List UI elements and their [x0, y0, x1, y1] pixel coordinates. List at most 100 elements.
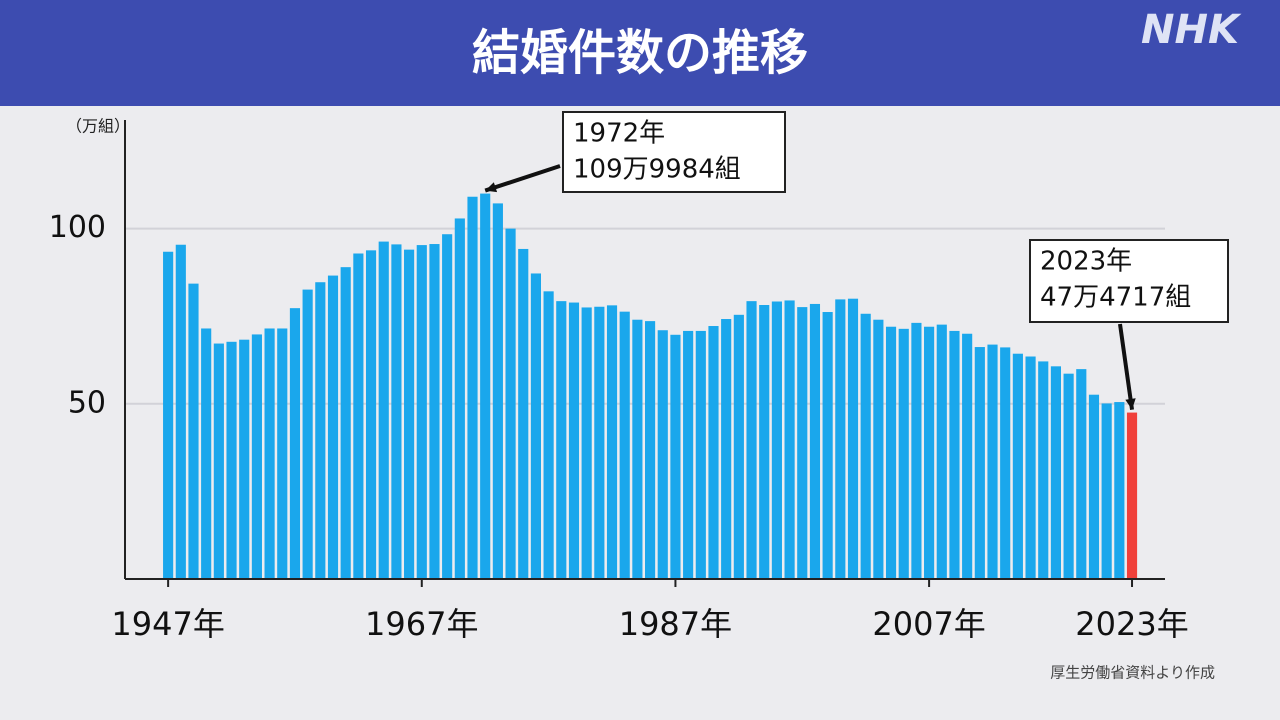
- bar: [264, 328, 275, 579]
- bar: [822, 312, 833, 579]
- bar: [302, 289, 313, 579]
- annotation-box: [1029, 239, 1229, 323]
- bar: [1012, 353, 1023, 579]
- bar: [1126, 412, 1138, 579]
- bar: [518, 248, 529, 579]
- chart-title: 結婚件数の推移: [472, 25, 808, 81]
- bar: [543, 291, 554, 579]
- bar: [759, 305, 770, 579]
- bar: [847, 298, 859, 579]
- bar: [340, 267, 351, 579]
- bar: [239, 339, 250, 579]
- bar: [721, 319, 732, 579]
- bar: [378, 241, 389, 579]
- bar: [568, 302, 580, 579]
- y-tick-label: 50: [68, 385, 106, 420]
- bar: [404, 249, 415, 579]
- bar: [797, 307, 808, 579]
- bar: [289, 308, 301, 579]
- logo: NHK: [1141, 7, 1242, 53]
- bar: [784, 300, 795, 579]
- bar: [974, 347, 985, 579]
- bar: [1050, 366, 1061, 579]
- bar: [708, 326, 719, 579]
- bar: [505, 228, 516, 579]
- annotation-text: 1972年: [573, 119, 665, 149]
- bar: [619, 311, 630, 579]
- bar: [670, 334, 681, 579]
- bar: [277, 328, 288, 579]
- bar: [771, 301, 782, 579]
- x-tick-label: 2023年: [1075, 605, 1188, 643]
- bar: [606, 305, 618, 579]
- bar: [327, 275, 339, 579]
- bar: [201, 328, 212, 579]
- bar: [365, 250, 377, 579]
- bar: [809, 303, 821, 579]
- bar: [1000, 347, 1011, 579]
- bar: [733, 314, 744, 579]
- bar: [480, 193, 491, 580]
- bar: [251, 334, 262, 579]
- bar: [1088, 394, 1100, 579]
- bar: [530, 273, 541, 579]
- bar: [645, 321, 656, 579]
- bar: [492, 203, 503, 579]
- bar: [1114, 402, 1125, 579]
- bar: [213, 343, 224, 579]
- annotation-arrow: [1118, 323, 1135, 410]
- bar: [1076, 369, 1087, 579]
- bar: [835, 299, 846, 579]
- bar: [556, 301, 567, 579]
- y-tick-label: 100: [49, 210, 106, 245]
- annotation-arrowhead: [1125, 398, 1136, 410]
- bar: [454, 218, 465, 579]
- x-tick-label: 1967年: [365, 605, 478, 643]
- bar: [315, 282, 326, 579]
- bar: [949, 330, 960, 579]
- header-band: [0, 0, 1280, 106]
- bar: [1025, 356, 1036, 579]
- annotation-arrow: [484, 164, 561, 193]
- x-tick-label: 1947年: [111, 605, 224, 643]
- y-axis-label: （万組）: [66, 117, 130, 136]
- x-tick-label: 1987年: [619, 605, 732, 643]
- bar: [429, 244, 440, 580]
- bar: [632, 319, 643, 579]
- annotation-text: 109万9984組: [573, 155, 741, 185]
- bar: [657, 330, 668, 579]
- source-note: 厚生労働省資料より作成: [1050, 664, 1215, 682]
- bar: [695, 330, 706, 579]
- bar: [898, 328, 909, 579]
- bar: [175, 244, 186, 579]
- bar: [163, 251, 174, 579]
- bar: [936, 324, 947, 579]
- bar: [746, 301, 757, 579]
- bar: [860, 313, 871, 579]
- bar: [962, 333, 973, 579]
- bar: [987, 344, 998, 579]
- annotation-text: 47万4717組: [1040, 283, 1191, 313]
- bar: [1101, 403, 1112, 579]
- annotation-arrowhead: [485, 182, 498, 193]
- annotation-text: 2023年: [1040, 247, 1132, 277]
- bar: [683, 330, 694, 579]
- bar: [594, 306, 605, 579]
- bar: [226, 341, 237, 579]
- bar: [416, 245, 427, 580]
- bar: [1063, 373, 1074, 579]
- bar: [1038, 361, 1049, 579]
- bar: [467, 196, 478, 579]
- bar: [391, 244, 402, 579]
- bar: [924, 326, 935, 579]
- bar: [442, 234, 453, 579]
- x-tick-label: 2007年: [872, 605, 985, 643]
- bar: [911, 322, 922, 579]
- annotation-box: [562, 111, 786, 193]
- bar: [885, 326, 897, 579]
- bar: [353, 253, 364, 579]
- bar: [873, 319, 884, 579]
- bar: [581, 307, 592, 579]
- bar: [188, 283, 199, 579]
